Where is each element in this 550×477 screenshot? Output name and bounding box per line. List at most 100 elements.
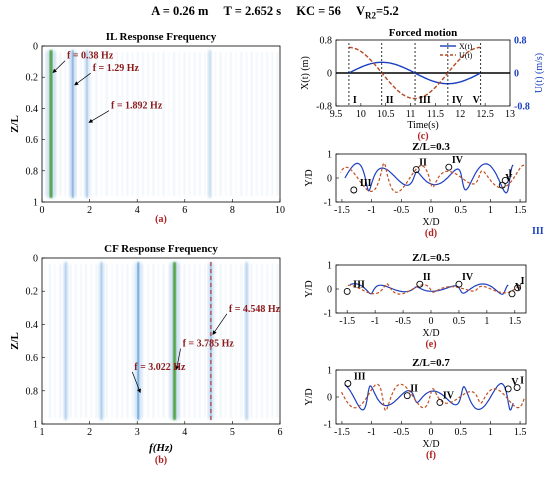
chart-title: CF Response Frequency	[104, 243, 218, 255]
phase-point-label: III	[354, 372, 366, 383]
y-tick-label: 0.6	[26, 353, 39, 364]
background-streak	[162, 52, 165, 196]
background-streak	[121, 52, 124, 196]
background-streak	[224, 264, 227, 418]
phase-point-label: II	[423, 272, 431, 283]
phase-point-label: V	[511, 377, 519, 388]
background-streak	[59, 52, 62, 196]
heat-bands	[43, 262, 279, 420]
background-streak	[110, 52, 114, 196]
x-tick-label: -0.5	[393, 205, 409, 216]
annotation-arrow	[212, 313, 228, 335]
y2-axis-label: U(t) (m/s)	[534, 53, 545, 93]
x-tick-label: 0.5	[454, 427, 467, 438]
x-axis-label: X/D	[422, 439, 439, 450]
phase-label: I	[353, 95, 357, 106]
x-tick-label: 4	[182, 427, 187, 438]
background-streak	[276, 52, 279, 196]
chart-caption: (d)	[425, 228, 437, 239]
background-streak	[90, 52, 93, 196]
chart-c: 9.5 10 10.5 11 11.5 12 12.5 13-0.800.8-0.800.8I…	[300, 27, 545, 142]
phase-point	[350, 186, 358, 194]
background-streak	[141, 52, 145, 196]
background-streak	[74, 264, 77, 418]
background-streak	[224, 52, 227, 196]
amplitude-label: A = 0.26 m	[151, 4, 209, 18]
x-tick-label: -1.5	[334, 427, 350, 438]
band-core	[71, 50, 74, 198]
y2-tick-label: -0.8	[514, 102, 530, 113]
background-streak	[250, 52, 253, 196]
background-streak	[147, 264, 150, 418]
x-tick-label: 1.5	[514, 427, 527, 438]
x-tick-label: 10	[275, 205, 285, 216]
x-tick-label: -1	[371, 316, 379, 327]
phase-point	[436, 398, 444, 406]
background-streak	[131, 264, 134, 418]
background-streak	[116, 52, 119, 196]
trajectory-line	[344, 382, 514, 411]
chart-caption: (a)	[155, 214, 167, 225]
y-tick-label: -1	[324, 420, 332, 431]
phase-point-label: IV	[462, 272, 474, 283]
y-tick-label: 0	[327, 285, 332, 296]
background-streak	[235, 264, 238, 418]
background-streak	[136, 52, 139, 196]
chart-d: -1.5 -1 -0.5 0 0.5 1 1.5-101Z/L=0.3X/DY/D(d)II…	[304, 141, 544, 239]
x-tick-label: 6	[182, 205, 187, 216]
plot-frame	[41, 257, 281, 425]
chart-caption: (c)	[417, 131, 428, 142]
chart-title: Z/L=0.7	[412, 357, 450, 369]
y-tick-label: -1	[324, 309, 332, 320]
annotation-arrow	[52, 60, 66, 74]
background-streak	[43, 52, 46, 196]
background-streak	[250, 264, 253, 418]
x-tick-label: 0	[40, 205, 45, 216]
chart-e: -1.5 -1 -0.5 0 0.5 1 1.5-101Z/L=0.5X/DY/D(e)II…	[304, 252, 527, 350]
trajectory-line	[349, 283, 509, 295]
background-streak	[245, 52, 248, 196]
x-tick-label: 2	[87, 427, 92, 438]
band-core	[100, 262, 103, 420]
y-tick-label: 1	[33, 420, 38, 431]
band-core	[172, 262, 177, 420]
background-streak	[105, 52, 108, 196]
x-tick-label: 3	[135, 427, 140, 438]
y2-tick-label: 0.8	[514, 36, 527, 47]
background-streak	[183, 52, 186, 196]
x-tick-label: 1	[484, 316, 489, 327]
background-streak	[147, 52, 150, 196]
background-streak	[141, 264, 145, 418]
phase-point	[343, 287, 351, 295]
phase-point	[416, 280, 424, 288]
background-streak	[121, 264, 124, 418]
x-tick-label: 1.5	[514, 205, 527, 216]
phase-label: II	[386, 95, 394, 106]
background-streak	[131, 52, 134, 196]
x-tick-label: -1	[367, 205, 375, 216]
phase-label: V	[473, 95, 481, 106]
background-streak	[157, 264, 160, 418]
period-label: T = 2.652 s	[223, 4, 282, 18]
background-streak	[59, 264, 62, 418]
background-streak	[172, 52, 176, 196]
y-axis-label: Y/D	[304, 280, 315, 297]
phase-point-label: IV	[443, 390, 455, 401]
y-tick-label: 0.2	[26, 73, 39, 84]
annotation-arrow	[175, 348, 181, 370]
frequency-annotation: f = 3.785 Hz	[183, 339, 235, 350]
chart-caption: (f)	[426, 450, 436, 461]
background-streak	[188, 52, 191, 196]
background-streak	[193, 264, 196, 418]
trajectory-line	[344, 162, 514, 194]
background-streak	[100, 52, 103, 196]
x-tick-label: 13	[505, 109, 515, 120]
background-streak	[116, 264, 119, 418]
background-streak	[43, 264, 46, 418]
x-tick-label: 8	[230, 205, 235, 216]
x-tick-label: 11	[406, 109, 416, 120]
background-streak	[84, 264, 88, 418]
chart-caption: (e)	[425, 339, 436, 350]
phase-point	[513, 384, 521, 391]
background-streak	[219, 52, 222, 196]
